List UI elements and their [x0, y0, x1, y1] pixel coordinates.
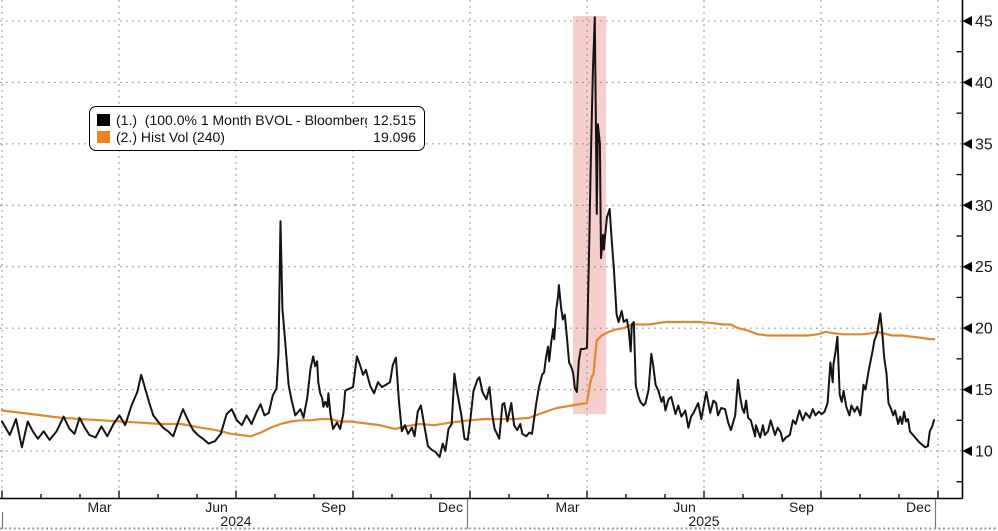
x-year-label: 2024	[220, 513, 251, 529]
x-month-label: Sep	[789, 499, 814, 515]
legend-row-bvol: (1.) (100.0% 1 Month BVOL - Bloomberg) 1…	[97, 111, 416, 128]
y-tick-arrow-icon	[962, 261, 972, 272]
legend-row-histvol: (2.) Hist Vol (240) 19.096	[97, 128, 416, 145]
histvol-series-label: (2.) Hist Vol (240)	[116, 128, 225, 145]
bvol-series-label: (1.) (100.0% 1 Month BVOL - Bloomberg)	[116, 111, 368, 128]
y-tick-label: 10	[975, 443, 993, 460]
bvol-line	[1, 16, 936, 459]
x-month-label: Jun	[205, 499, 228, 515]
x-month-label: Jun	[673, 499, 696, 515]
y-tick-arrow-icon	[962, 200, 972, 211]
y-tick-label: 25	[975, 259, 993, 276]
bvol-series-swatch	[97, 113, 110, 126]
y-tick-arrow-icon	[962, 77, 972, 88]
y-tick-label: 40	[975, 75, 993, 92]
bvol-series-value: 12.515	[373, 111, 416, 128]
y-tick-label: 35	[975, 136, 993, 153]
histvol-line	[0, 320, 936, 438]
x-month-label: Dec	[906, 499, 931, 515]
legend-box: (1.) (100.0% 1 Month BVOL - Bloomberg) 1…	[89, 106, 425, 151]
y-tick-arrow-icon	[962, 323, 972, 334]
y-tick-arrow-icon	[962, 445, 972, 456]
x-year-label: 2025	[688, 513, 719, 529]
histvol-series-swatch	[97, 130, 110, 143]
y-tick-label: 45	[975, 14, 993, 31]
y-tick-arrow-icon	[962, 384, 972, 395]
y-tick-label: 15	[975, 382, 993, 399]
x-month-label: Dec	[438, 499, 463, 515]
x-month-label: Mar	[555, 499, 579, 515]
x-month-label: Sep	[321, 499, 346, 515]
y-tick-label: 30	[975, 198, 993, 215]
y-tick-arrow-icon	[962, 16, 972, 26]
histvol-series-value: 19.096	[373, 128, 416, 145]
x-month-label: Mar	[87, 499, 111, 515]
y-tick-arrow-icon	[962, 138, 972, 149]
y-tick-label: 20	[975, 321, 993, 338]
